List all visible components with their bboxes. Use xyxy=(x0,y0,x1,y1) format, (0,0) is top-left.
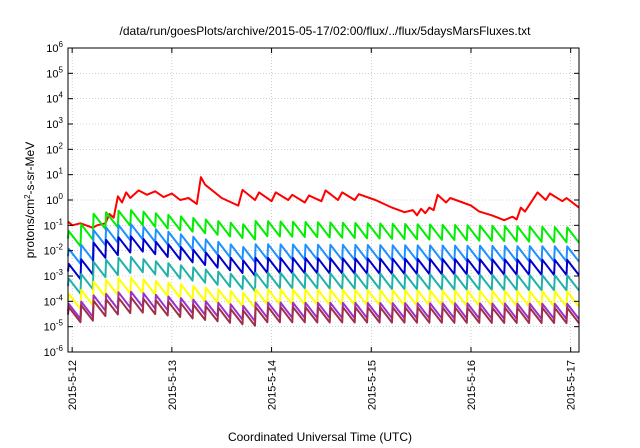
series-line-5 xyxy=(67,256,580,295)
y-tick-label: 10-2 xyxy=(44,243,64,258)
series-line-8 xyxy=(67,296,580,327)
x-axis-title: Coordinated Universal Time (UTC) xyxy=(228,430,412,444)
y-axis-title-prefix: protons/cm xyxy=(23,199,37,258)
y-tick-label: 10-4 xyxy=(44,293,64,308)
x-tick-label: 2015-5-15 xyxy=(366,360,378,410)
y-axis-title-sup: 2 xyxy=(23,194,32,199)
x-tick-label: 2015-5-14 xyxy=(267,360,279,410)
y-tick-label: 102 xyxy=(46,141,63,156)
x-tick-label: 2015-5-16 xyxy=(466,360,478,410)
y-tick-label: 10-5 xyxy=(44,319,64,334)
y-tick-label: 105 xyxy=(46,65,63,80)
x-axis: 2015-5-12 2015-5-13 2015-5-14 2015-5-15 2015… xyxy=(67,48,578,410)
y-tick-label: 103 xyxy=(46,116,63,131)
series-line-2 xyxy=(67,209,580,248)
series-line-3 xyxy=(67,223,580,265)
y-tick-label: 10-1 xyxy=(44,217,64,232)
x-tick-label: 2015-5-12 xyxy=(67,360,79,410)
x-tick-label: 2015-5-17 xyxy=(566,360,578,410)
x-tick-label: 2015-5-13 xyxy=(167,360,179,410)
y-tick-label: 10-6 xyxy=(44,344,64,359)
y-tick-label: 106 xyxy=(46,40,63,55)
series-group xyxy=(67,176,580,327)
y-tick-label: 101 xyxy=(46,167,63,182)
y-axis-title: protons/cm2-s-sr-MeV xyxy=(23,142,38,258)
y-tick-label: 10-3 xyxy=(44,268,64,283)
chart-title: /data/run/goesPlots/archive/2015-05-17/0… xyxy=(120,24,532,38)
y-tick-label: 100 xyxy=(46,192,63,207)
y-tick-label: 104 xyxy=(46,91,63,106)
y-axis-title-suffix: -s-sr-MeV xyxy=(23,142,37,195)
grid xyxy=(68,48,579,352)
series-line-6 xyxy=(67,276,580,310)
series-line-1 xyxy=(67,176,580,229)
series-line-4 xyxy=(67,235,580,281)
